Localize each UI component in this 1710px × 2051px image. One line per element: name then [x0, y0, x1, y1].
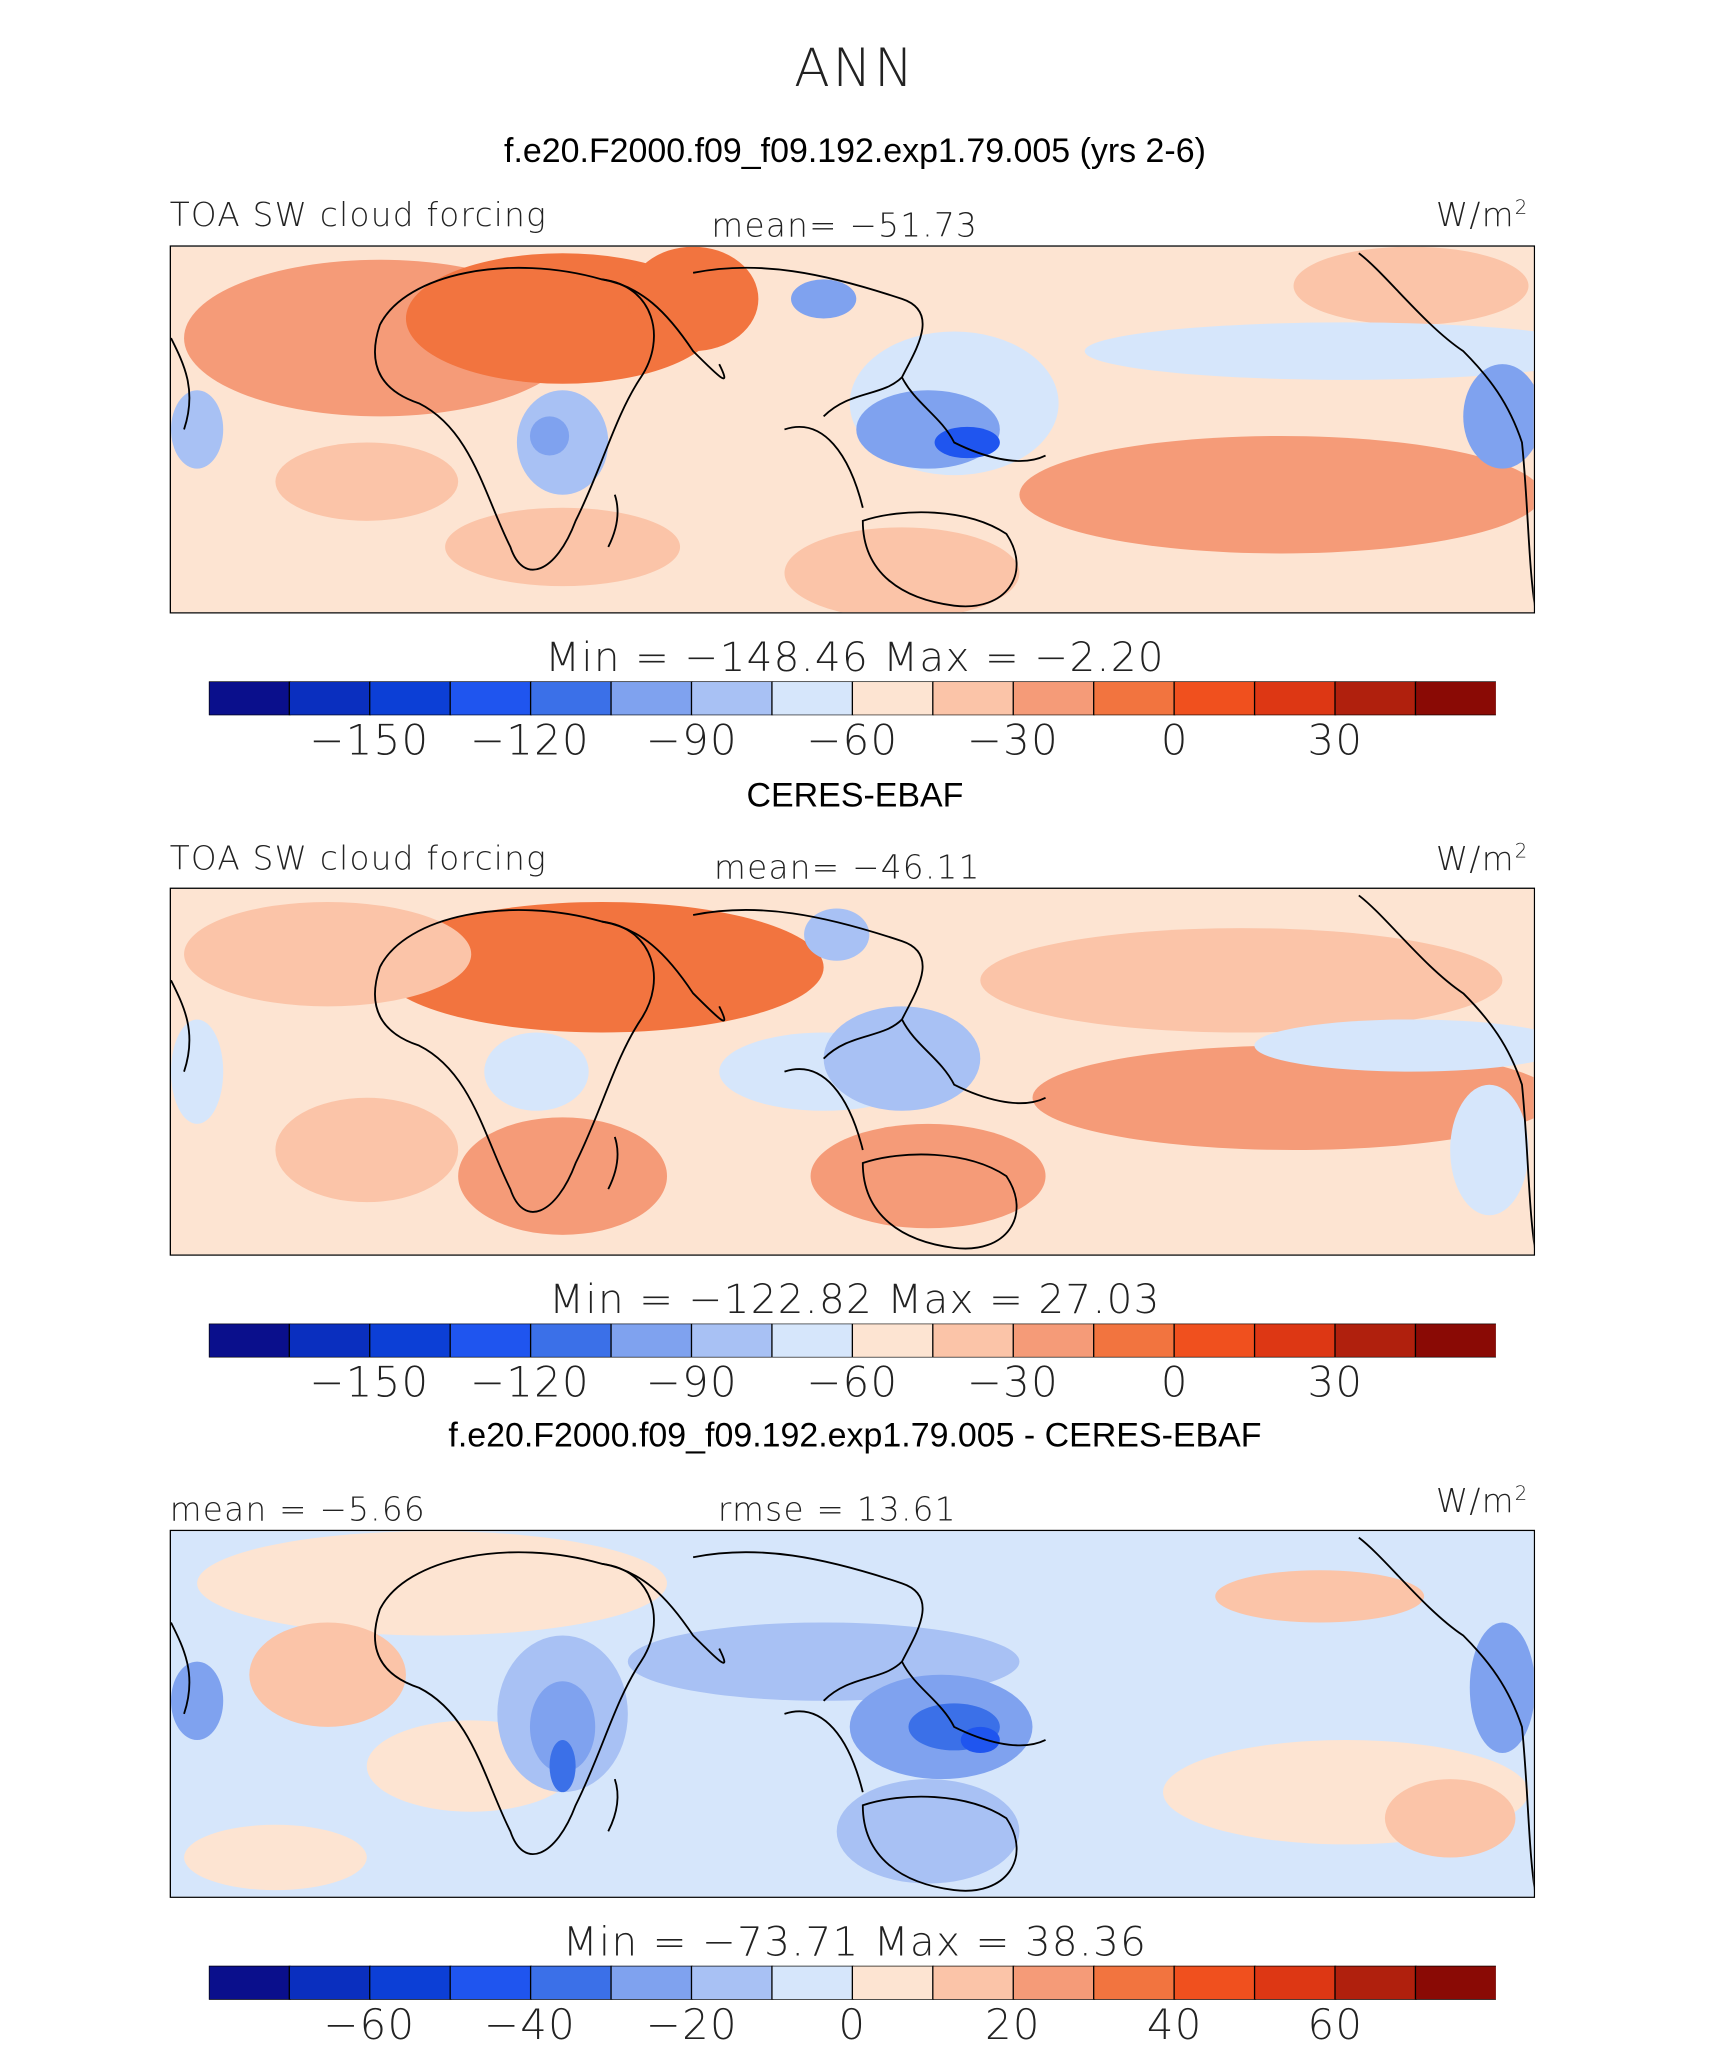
colorbar-segment — [1173, 681, 1256, 716]
panel-1-tick: 0 — [1160, 715, 1189, 765]
colorbar-segment — [529, 1965, 613, 2000]
colorbar-segment — [449, 1965, 532, 2000]
colorbar-segment — [771, 1323, 854, 1358]
panel-3-tick: −20 — [645, 1999, 738, 2050]
panel-1-tick: −30 — [966, 715, 1059, 765]
panel-1-left-label: TOA SW cloud forcing — [169, 195, 548, 234]
colorbar-segment — [1012, 1965, 1095, 2000]
colorbar-segment — [529, 681, 613, 716]
colorbar-segment — [208, 1965, 291, 2000]
colorbar-segment — [288, 1965, 372, 2000]
colorbar-segment — [449, 1323, 532, 1358]
colorbar-segment — [1253, 681, 1337, 716]
colorbar-segment — [369, 1323, 452, 1358]
panel-1-minmax: Min = −148.46 Max = −2.20 — [545, 634, 1165, 682]
colorbar-segment — [288, 1323, 372, 1358]
colorbar-segment — [529, 1323, 613, 1358]
panel-1-tick: −90 — [645, 715, 738, 765]
colorbar-segment — [288, 681, 372, 716]
panel-1-tick: 30 — [1307, 715, 1364, 765]
colorbar-segment — [1253, 1965, 1337, 2000]
colorbar-segment — [610, 1965, 693, 2000]
panel-1-tick: −120 — [469, 715, 590, 765]
panel-1-mean-label: mean= −51.73 — [711, 206, 979, 245]
panel-2-tick: 0 — [1160, 1357, 1189, 1408]
panel-2-mean-label: mean= −46.11 — [713, 848, 981, 887]
panel-3-title: f.e20.F2000.f09_f09.192.exp1.79.005 - CE… — [448, 1414, 1262, 1455]
page-title: ANN — [794, 39, 916, 100]
colorbar-segment — [932, 1323, 1015, 1358]
panel-2-map — [169, 887, 1536, 1256]
panel-2-tick: −120 — [469, 1357, 590, 1408]
colorbar-segment — [1093, 681, 1176, 716]
colorbar-segment — [1173, 1323, 1256, 1358]
panel-2-tick: −90 — [645, 1357, 738, 1408]
panel-1-tick: −60 — [806, 715, 899, 765]
colorbar-segment — [1173, 1965, 1256, 2000]
panel-2-units: W/m2 — [1435, 839, 1529, 878]
panel-2-left-label: TOA SW cloud forcing — [169, 839, 548, 878]
panel-3-units: W/m2 — [1435, 1481, 1529, 1520]
colorbar-segment — [1334, 1323, 1417, 1358]
colorbar-segment — [1334, 681, 1417, 716]
colorbar-segment — [932, 1965, 1015, 2000]
panel-2-colorbar — [208, 1323, 1496, 1358]
colorbar-segment — [690, 1965, 774, 2000]
panel-3-mean-label: mean = −5.66 — [169, 1490, 426, 1529]
colorbar-segment — [1012, 1323, 1095, 1358]
colorbar-segment — [851, 1323, 935, 1358]
panel-1-tick: −150 — [309, 715, 430, 765]
panel-2-title: CERES-EBAF — [746, 775, 964, 815]
panel-2-tick: −30 — [966, 1357, 1059, 1408]
panel-1-units: W/m2 — [1435, 195, 1529, 235]
panel-2-tick: −150 — [309, 1357, 430, 1408]
panel-3-tick: 60 — [1307, 1999, 1364, 2050]
colorbar-segment — [369, 1965, 452, 2000]
panel-3-tick: 0 — [838, 1999, 867, 2050]
panel-3-tick: −40 — [483, 1999, 576, 2050]
panel-2-tick: −60 — [806, 1357, 899, 1408]
panel-2-tick: 30 — [1307, 1357, 1364, 1408]
panel-3-tick: 40 — [1146, 1999, 1203, 2050]
colorbar-segment — [932, 681, 1015, 716]
colorbar-segment — [1334, 1965, 1417, 2000]
colorbar-segment — [449, 681, 532, 716]
colorbar-segment — [610, 681, 693, 716]
colorbar-segment — [1253, 1323, 1337, 1358]
panel-1-title: f.e20.F2000.f09_f09.192.exp1.79.005 (yrs… — [504, 130, 1206, 170]
colorbar-segment — [369, 681, 452, 716]
colorbar-segment — [1414, 1323, 1496, 1358]
colorbar-segment — [1414, 1965, 1496, 2000]
colorbar-segment — [690, 1323, 774, 1358]
panel-2-minmax: Min = −122.82 Max = 27.03 — [549, 1276, 1161, 1324]
colorbar-segment — [851, 1965, 935, 2000]
colorbar-segment — [1012, 681, 1095, 716]
panel-1-map — [169, 245, 1536, 614]
panel-3-rmse-label: rmse = 13.61 — [717, 1490, 957, 1529]
panel-1-colorbar — [208, 681, 1496, 716]
colorbar-segment — [1093, 1965, 1176, 2000]
panel-3-tick: −60 — [323, 1999, 416, 2050]
colorbar-segment — [1093, 1323, 1176, 1358]
colorbar-segment — [771, 681, 854, 716]
colorbar-segment — [771, 1965, 854, 2000]
panel-3-map — [169, 1529, 1536, 1898]
panel-3-tick: 20 — [985, 1999, 1041, 2050]
colorbar-segment — [1414, 681, 1496, 716]
colorbar-segment — [208, 681, 291, 716]
panel-3-colorbar — [208, 1965, 1496, 2000]
panel-3-minmax: Min = −73.71 Max = 38.36 — [562, 1918, 1148, 1966]
colorbar-segment — [690, 681, 774, 716]
colorbar-segment — [610, 1323, 693, 1358]
colorbar-segment — [851, 681, 935, 716]
colorbar-segment — [208, 1323, 291, 1358]
